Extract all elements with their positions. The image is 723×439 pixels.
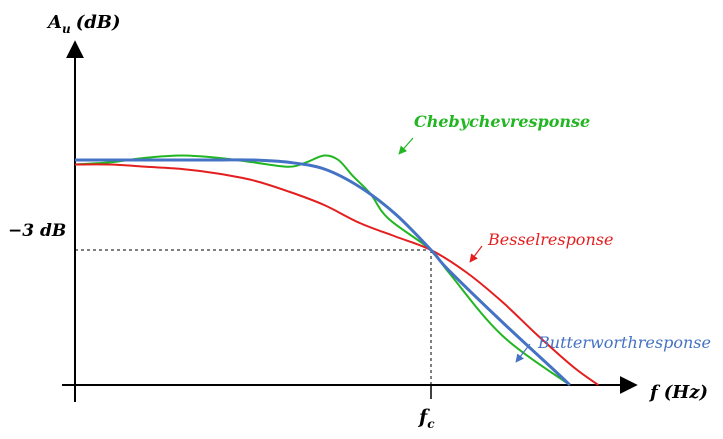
x-axis-label: f (Hz) (648, 382, 708, 403)
butterworth-pointer-arrow (515, 343, 531, 363)
bessel-pointer-arrow (469, 245, 483, 263)
butterworth-curve (74, 158, 571, 387)
chebychev-pointer-arrow (398, 137, 414, 155)
bessel-label: Besselresponse (487, 230, 613, 249)
x-tick-fc: fc (417, 406, 435, 431)
chebychev-curve (74, 154, 571, 386)
y-axis-label: Au (dB) (46, 12, 121, 36)
y-tick-minus-3db: −3 dB (8, 221, 66, 241)
bessel-curve (74, 163, 599, 386)
butterworth-label: Butterworthresponse (537, 333, 711, 352)
chebychev-label: Chebychevresponse (414, 112, 590, 131)
